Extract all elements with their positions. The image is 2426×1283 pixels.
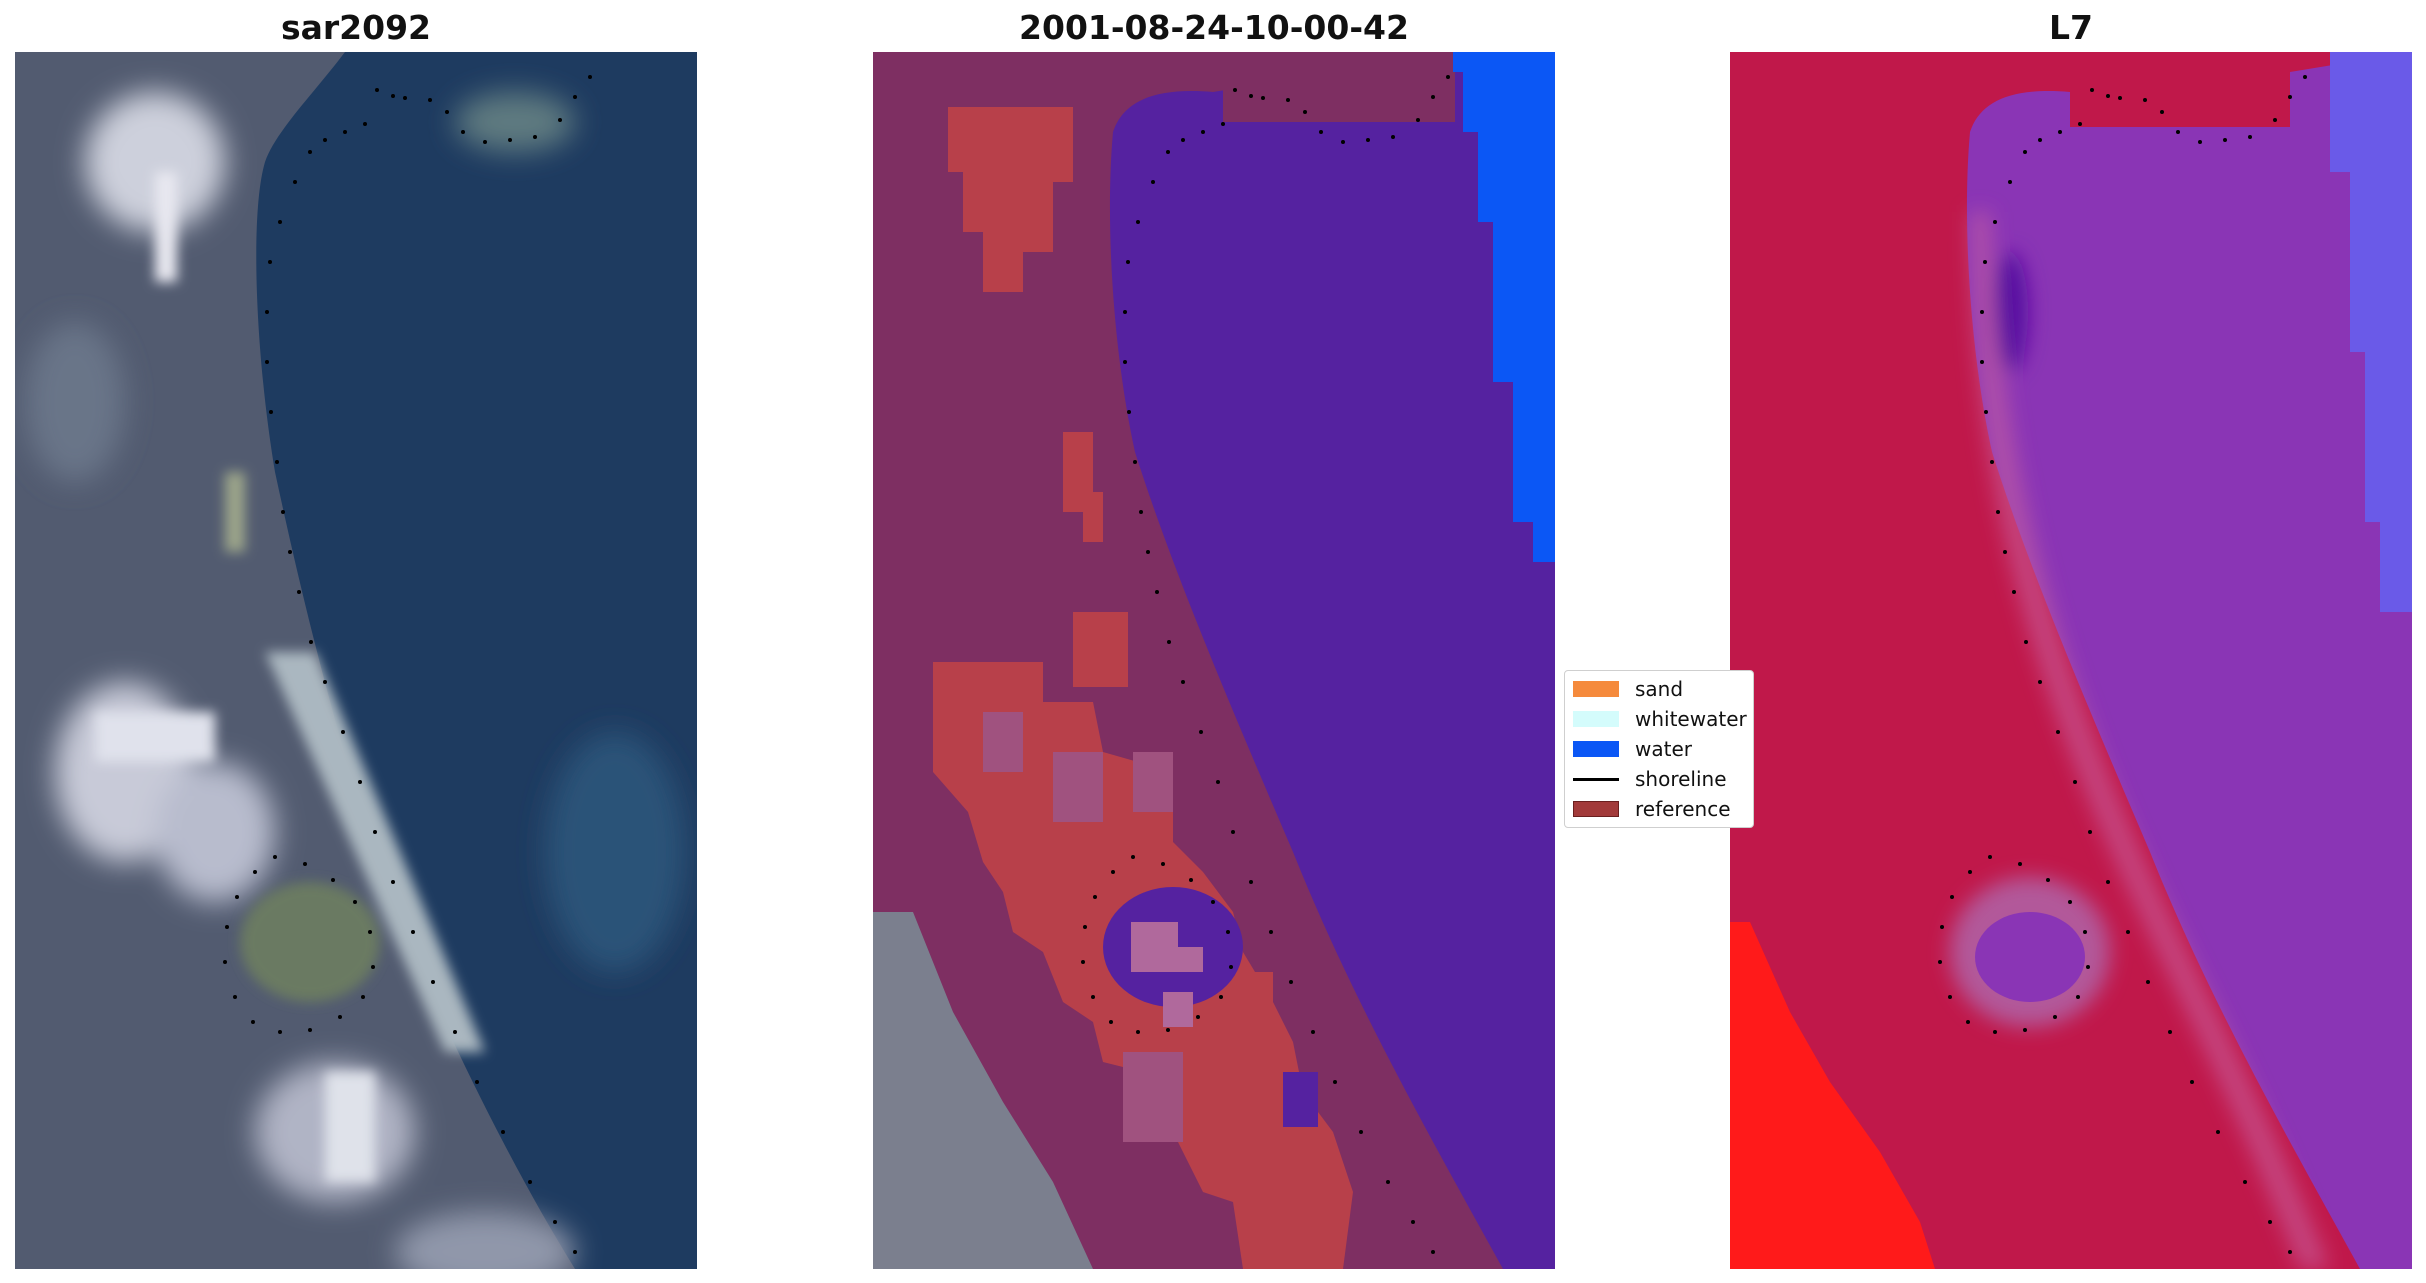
whitewater-swatch [1573,711,1619,727]
classified-image-panel [873,52,1555,1269]
false-color-satellite-image [1730,52,2412,1269]
panel-title-false-color: L7 [2049,8,2093,47]
legend-label-whitewater: whitewater [1635,707,1747,731]
rgb-satellite-image [15,52,697,1269]
legend-label-shoreline: shoreline [1635,767,1727,791]
legend-item-whitewater: whitewater [1573,705,1747,733]
sand-swatch [1573,681,1619,697]
legend-item-water: water [1573,735,1692,763]
water-swatch [1573,741,1619,757]
shoreline-line-swatch [1573,777,1619,781]
legend-item-reference: reference [1573,795,1731,823]
legend-label-sand: sand [1635,677,1684,701]
panel-title-rgb: sar2092 [280,8,432,47]
legend: sand whitewater water shoreline referenc… [1564,670,1754,828]
reference-swatch [1573,801,1619,817]
legend-item-sand: sand [1573,675,1683,703]
legend-label-water: water [1635,737,1692,761]
false-color-image-panel [1730,52,2412,1269]
rgb-image-panel [15,52,697,1269]
panel-title-classified: 2001-08-24-10-00-42 [1019,8,1409,47]
legend-item-shoreline: shoreline [1573,765,1727,793]
classified-image [873,52,1555,1269]
legend-label-reference: reference [1635,797,1731,821]
